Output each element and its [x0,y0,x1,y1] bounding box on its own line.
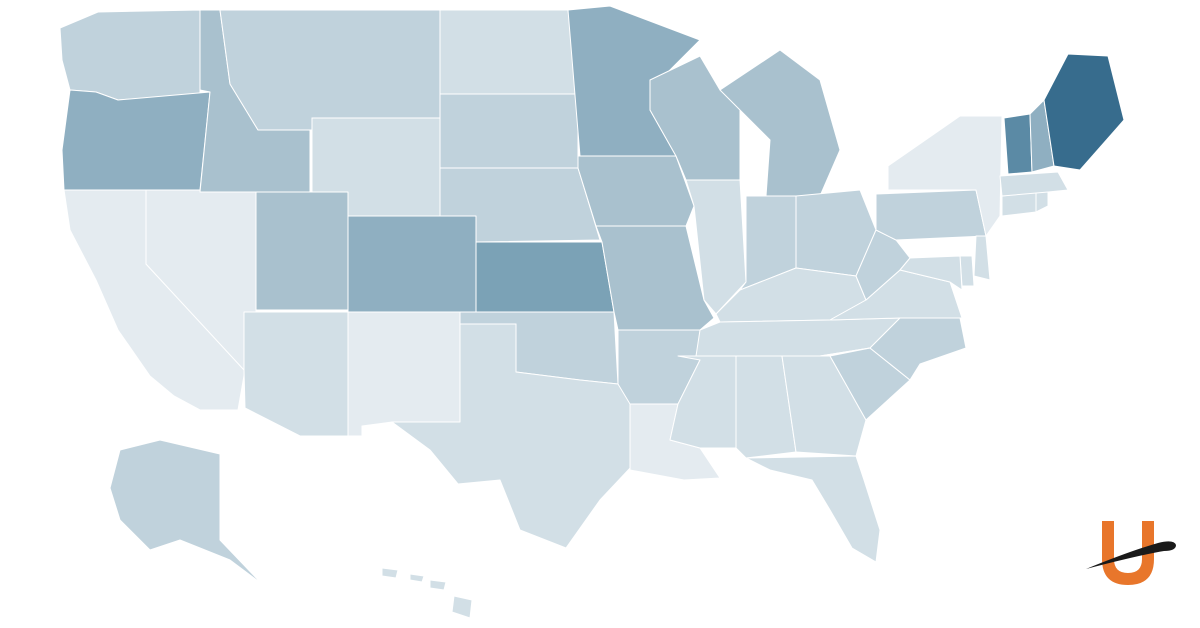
state-ak[interactable] [109,439,263,585]
state-nc[interactable] [819,317,967,381]
state-fl[interactable] [745,455,881,563]
state-me[interactable] [1043,53,1125,171]
state-ks[interactable] [475,241,615,313]
brand-logo [1086,521,1176,585]
state-al[interactable] [735,355,797,459]
state-nj[interactable] [973,235,991,281]
state-de[interactable] [959,255,975,287]
state-co[interactable] [347,215,477,313]
state-ny[interactable] [887,115,1003,237]
state-vt[interactable] [1003,113,1033,175]
states-layer [59,5,1125,619]
state-or[interactable] [61,89,211,191]
state-mt[interactable] [219,9,441,131]
state-pa[interactable] [875,189,987,241]
state-hi[interactable] [381,567,473,619]
logo-swoosh [1086,541,1176,569]
state-nd[interactable] [439,9,579,95]
state-ma[interactable] [999,171,1069,197]
state-az[interactable] [243,311,349,437]
state-ri[interactable] [1035,191,1049,213]
state-md[interactable] [899,255,963,291]
state-ut[interactable] [255,191,349,311]
logo-u-shape [1102,521,1154,585]
state-ia[interactable] [577,155,695,227]
state-tx[interactable] [391,323,633,549]
state-mi[interactable] [719,49,841,197]
state-nm[interactable] [347,311,461,437]
state-sd[interactable] [439,93,579,169]
state-wa[interactable] [59,9,201,101]
